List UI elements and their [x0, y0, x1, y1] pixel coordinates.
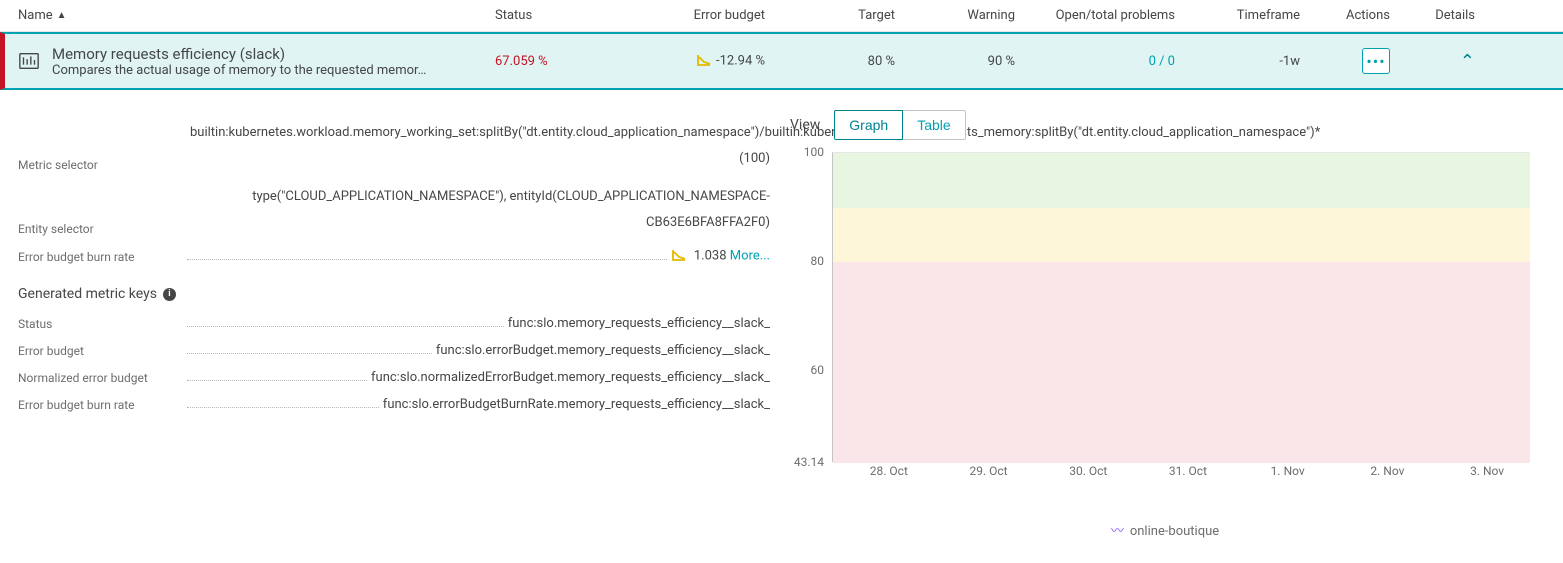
- entity-selector-value: type("CLOUD_APPLICATION_NAMESPACE"), ent…: [190, 184, 770, 236]
- chart-y-axis: 100806043.14: [790, 152, 830, 462]
- info-icon[interactable]: i: [163, 288, 176, 301]
- tab-graph[interactable]: Graph: [834, 110, 903, 140]
- col-problems[interactable]: Open/total problems: [1035, 8, 1195, 23]
- view-controls: View Graph Table: [790, 110, 1540, 140]
- detail-panel: Metric selector builtin:kubernetes.workl…: [0, 90, 1563, 549]
- col-actions: Actions: [1320, 8, 1420, 23]
- chart-x-axis: 28. Oct29. Oct30. Oct31. Oct1. Nov2. Nov…: [832, 464, 1530, 484]
- entity-selector-row: Entity selector type("CLOUD_APPLICATION_…: [18, 184, 770, 236]
- collapse-icon[interactable]: ⌃: [1460, 51, 1475, 72]
- left-detail-panel: Metric selector builtin:kubernetes.workl…: [0, 90, 790, 549]
- slo-title: Memory requests efficiency (slack): [52, 45, 495, 63]
- actions-button[interactable]: •••: [1362, 48, 1390, 74]
- slo-chart: 100806043.14 28. Oct29. Oct30. Oct31. Oc…: [790, 152, 1540, 492]
- sort-asc-icon: ▲: [57, 10, 67, 21]
- slo-error-budget-value: -12.94 %: [630, 53, 795, 69]
- col-details: Details: [1420, 8, 1500, 23]
- slo-warning-value: 90 %: [915, 54, 1035, 69]
- legend-line-icon: 〰: [1111, 524, 1124, 539]
- chart-plot-area: [832, 152, 1530, 462]
- right-detail-panel: View Graph Table 100806043.14 28. Oct29.…: [790, 90, 1550, 549]
- key-status-row: Status func:slo.memory_requests_efficien…: [18, 316, 770, 331]
- table-header: Name▲ Status Error budget Target Warning…: [0, 0, 1563, 32]
- burn-rate-row: Error budget burn rate 1.038 More...: [18, 248, 770, 264]
- metric-selector-value: builtin:kubernetes.workload.memory_worki…: [190, 120, 770, 172]
- col-error-budget[interactable]: Error budget: [630, 8, 795, 23]
- col-warning[interactable]: Warning: [915, 8, 1035, 23]
- slo-status-value: 67.059 %: [495, 54, 630, 69]
- key-normalized-row: Normalized error budget func:slo.normali…: [18, 370, 770, 385]
- slo-description: Compares the actual usage of memory to t…: [52, 63, 472, 78]
- metric-selector-row: Metric selector builtin:kubernetes.workl…: [18, 120, 770, 172]
- slo-target-value: 80 %: [795, 54, 915, 69]
- trend-down-icon: [696, 53, 712, 69]
- trend-down-icon: [671, 248, 687, 264]
- chart-legend: 〰online-boutique: [790, 520, 1540, 539]
- key-burn-rate-row: Error budget burn rate func:slo.errorBud…: [18, 397, 770, 412]
- col-target[interactable]: Target: [795, 8, 915, 23]
- slo-problems-link[interactable]: 0 / 0: [1035, 54, 1195, 69]
- view-label: View: [790, 117, 820, 133]
- col-status[interactable]: Status: [495, 8, 630, 23]
- col-name[interactable]: Name▲: [0, 8, 495, 23]
- generated-keys-heading: Generated metric keys i: [18, 286, 770, 302]
- tab-table[interactable]: Table: [903, 110, 965, 140]
- more-link[interactable]: More...: [730, 248, 770, 263]
- col-timeframe[interactable]: Timeframe: [1195, 8, 1320, 23]
- slo-row[interactable]: Memory requests efficiency (slack) Compa…: [0, 32, 1563, 90]
- key-error-budget-row: Error budget func:slo.errorBudget.memory…: [18, 343, 770, 358]
- slo-icon: [18, 50, 40, 72]
- slo-timeframe-value: -1w: [1195, 54, 1320, 69]
